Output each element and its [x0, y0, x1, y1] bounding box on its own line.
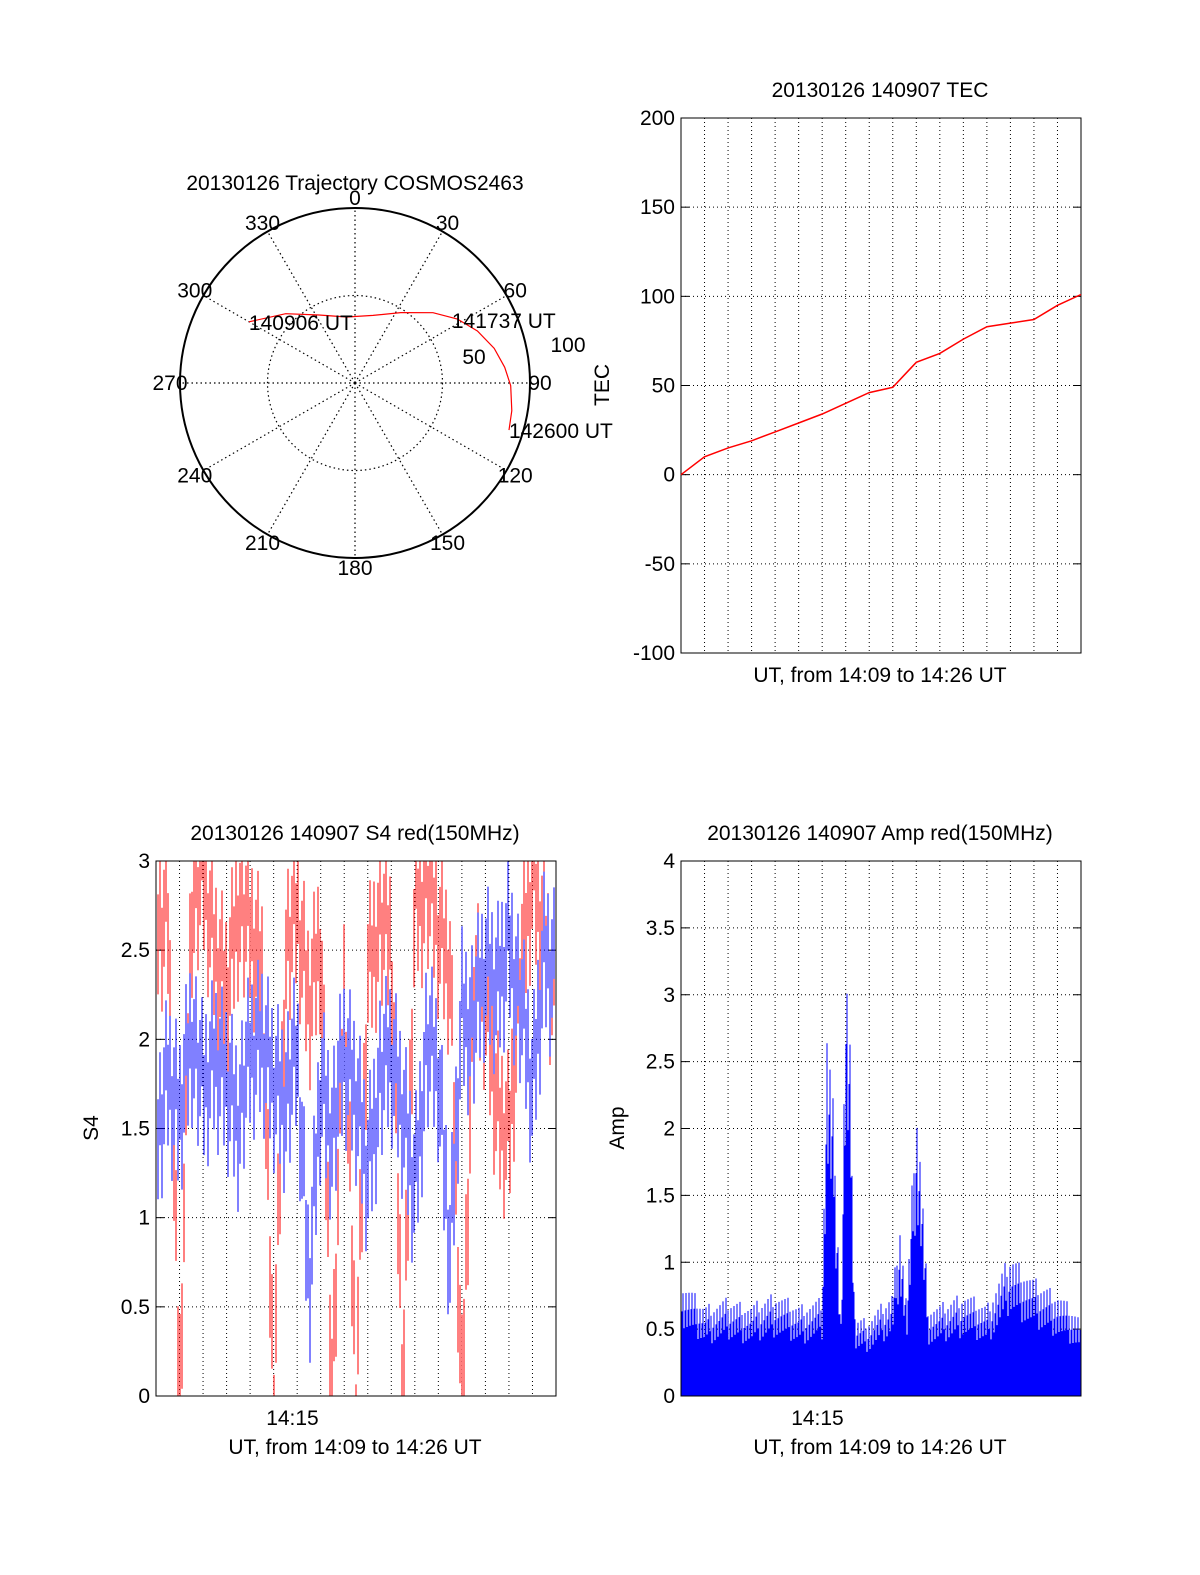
- polar-azimuth-label: 150: [430, 532, 465, 555]
- polar-grid-spoke: [266, 382, 356, 535]
- y-tick-label: 1.5: [121, 1118, 150, 1141]
- s4-panel: 20130126 140907 S4 red(150MHz) 0 0.5 1 1.5 2…: [80, 822, 557, 1459]
- tec-series: [680, 293, 1082, 476]
- y-tick-label: 150: [640, 196, 675, 219]
- s4-ylabel: S4: [80, 1115, 103, 1141]
- y-tick-label: 3: [138, 850, 150, 873]
- amp-y-tick-labels: 0 0.5 1 1.5 2 2.5 3 3.5 4: [646, 850, 676, 1408]
- polar-azimuth-label: 60: [504, 280, 527, 303]
- y-tick-label: 2.5: [121, 939, 150, 962]
- polar-azimuth-label: 270: [152, 372, 187, 395]
- y-tick-label: 2.5: [646, 1051, 675, 1074]
- polar-azimuth-label: 300: [177, 280, 212, 303]
- polar-azimuth-label: 30: [436, 212, 459, 235]
- tec-y-tick-labels: -100 -50 0 50 100 150 200: [633, 107, 675, 665]
- s4-title: 20130126 140907 S4 red(150MHz): [190, 822, 519, 845]
- polar-azimuth-label: 240: [177, 465, 212, 488]
- y-tick-label: 50: [652, 375, 675, 398]
- y-tick-label: 2: [138, 1028, 150, 1051]
- polar-radius-max-label: 100: [550, 334, 585, 357]
- tec-title: 20130126 140907 TEC: [772, 79, 989, 102]
- s4-y-tick-labels: 0 0.5 1 1.5 2 2.5 3: [121, 850, 150, 1408]
- polar-azimuth-label: 0: [349, 187, 361, 210]
- polar-trajectory-panel: 20130126 Trajectory COSMOS2463 0 30 60 90 12…: [152, 172, 613, 580]
- polar-trajectory-series: [248, 311, 513, 431]
- y-tick-label: 0: [663, 1385, 675, 1408]
- y-tick-label: 4: [663, 850, 675, 873]
- s4-x-tick-labels: 14:15: [266, 1407, 319, 1430]
- y-tick-label: 3: [663, 984, 675, 1007]
- polar-annotations: 140906 UT 141737 UT 142600 UT: [249, 310, 613, 443]
- polar-grid-circle: [266, 294, 444, 472]
- polar-grid: [179, 207, 531, 559]
- polar-time-annotation: 141737 UT: [452, 310, 556, 333]
- y-tick-label: 0.5: [646, 1318, 675, 1341]
- tec-xlabel: UT, from 14:09 to 14:26 UT: [753, 664, 1006, 687]
- polar-grid-spoke: [354, 231, 444, 384]
- polar-azimuth-label: 210: [245, 532, 280, 555]
- amp-panel: 20130126 140907 Amp red(150MHz) 0 0.5 1 1.5…: [606, 822, 1082, 1459]
- y-tick-label: -50: [645, 553, 675, 576]
- y-tick-label: 2: [663, 1118, 675, 1141]
- s4-xlabel: UT, from 14:09 to 14:26 UT: [228, 1436, 481, 1459]
- amp-title: 20130126 140907 Amp red(150MHz): [707, 822, 1053, 845]
- polar-time-annotation: 142600 UT: [509, 420, 613, 443]
- tec-plot-frame: [680, 117, 1082, 654]
- tec-panel: 20130126 140907 TEC -100-50050100150200 …: [591, 79, 1082, 687]
- y-tick-label: 0: [138, 1385, 150, 1408]
- amp-ylabel: Amp: [606, 1106, 629, 1149]
- y-tick-label: -100: [633, 642, 675, 665]
- y-tick-label: 0: [663, 464, 675, 487]
- polar-outer-circle: [179, 207, 531, 559]
- y-tick-label: 1: [663, 1251, 675, 1274]
- polar-title: 20130126 Trajectory COSMOS2463: [186, 172, 523, 195]
- x-tick-label: 14:15: [791, 1407, 844, 1430]
- y-tick-label: 0.5: [121, 1296, 150, 1319]
- polar-azimuth-label: 180: [337, 557, 372, 580]
- x-tick-label: 14:15: [266, 1407, 319, 1430]
- s4-plot-frame: [155, 860, 557, 1397]
- series-line: [680, 293, 1082, 476]
- y-tick-label: 200: [640, 107, 675, 130]
- polar-azimuth-labels: 0 30 60 90 120 150 180 210 240 270 300 330: [152, 187, 551, 580]
- polar-azimuth-label: 120: [498, 465, 533, 488]
- amp-plot-frame: [680, 860, 1082, 1397]
- y-tick-label: 1.5: [646, 1184, 675, 1207]
- amp-x-tick-labels: 14:15: [791, 1407, 844, 1430]
- tec-grid: [681, 117, 1081, 654]
- y-tick-label: 100: [640, 285, 675, 308]
- y-tick-label: 3.5: [646, 917, 675, 940]
- polar-azimuth-label: 90: [528, 372, 551, 395]
- polar-grid-spoke: [354, 294, 507, 384]
- tec-ylabel: TEC: [591, 364, 614, 406]
- polar-azimuth-label: 330: [245, 212, 280, 235]
- polar-radius-label: 50: [462, 346, 485, 369]
- polar-time-annotation: 140906 UT: [249, 312, 353, 335]
- amp-xlabel: UT, from 14:09 to 14:26 UT: [753, 1436, 1006, 1459]
- y-tick-label: 1: [138, 1207, 150, 1230]
- polar-grid-spoke: [203, 382, 356, 472]
- polar-trajectory-line: [248, 311, 513, 431]
